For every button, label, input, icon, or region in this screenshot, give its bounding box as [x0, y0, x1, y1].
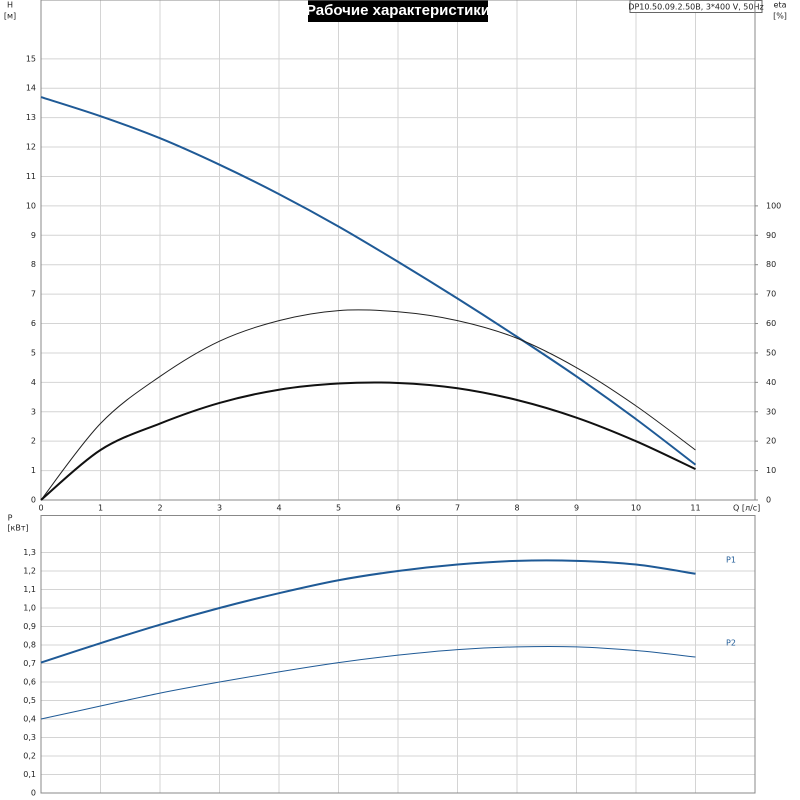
y-tick-label: 0,7	[23, 659, 36, 668]
y-axis-unit: [кВт]	[7, 524, 28, 533]
curve	[40, 645, 696, 720]
y-tick-label: 8	[31, 260, 36, 269]
x-tick-label: 0	[38, 504, 43, 513]
y-tick-label: 5	[31, 348, 36, 357]
y2-tick-label: 80	[766, 260, 776, 269]
y-tick-label: 15	[26, 54, 36, 63]
model-label: DP10.50.09.2.50B, 3*400 V, 50Hz	[628, 3, 763, 12]
x-tick-label: 2	[157, 504, 162, 513]
y-tick-label: 0	[31, 789, 36, 798]
y-tick-label: 0	[31, 496, 36, 505]
y-tick-label: 0,2	[23, 752, 36, 761]
x-tick-label: 4	[276, 504, 281, 513]
y2-tick-label: 60	[766, 319, 776, 328]
y-tick-label: 0,4	[23, 715, 36, 724]
y2-tick-label: 90	[766, 231, 776, 240]
y2-tick-label: 20	[766, 437, 776, 446]
y-tick-label: 12	[26, 143, 36, 152]
y2-tick-label: 100	[766, 201, 781, 210]
y-tick-label: 10	[26, 201, 36, 210]
y2-tick-label: 70	[766, 290, 776, 299]
y2-tick-label: 50	[766, 348, 776, 357]
y-tick-label: 0,1	[23, 770, 36, 779]
y-axis-label: H	[7, 1, 13, 10]
x-axis-label: Q [л/с]	[733, 504, 760, 513]
y-tick-label: 0,8	[23, 641, 36, 650]
y-tick-label: 7	[31, 290, 36, 299]
x-tick-label: 8	[514, 504, 519, 513]
y-tick-label: 0,3	[23, 733, 36, 742]
y-tick-label: 6	[31, 319, 36, 328]
chart-title: Рабочие характеристики	[306, 2, 490, 19]
x-tick-label: 11	[690, 504, 700, 513]
y2-tick-label: 0	[766, 496, 771, 505]
series-label: P1	[726, 555, 736, 564]
y-tick-label: 1,0	[23, 604, 36, 613]
y-tick-label: 2	[31, 437, 36, 446]
series-label: P2	[726, 639, 736, 648]
x-tick-label: 10	[631, 504, 641, 513]
y2-tick-label: 10	[766, 466, 776, 475]
y-tick-label: 0,9	[23, 622, 36, 631]
y-axis-label: P	[8, 514, 13, 523]
x-tick-label: 7	[455, 504, 460, 513]
x-tick-label: 3	[217, 504, 222, 513]
y-tick-label: 4	[31, 378, 36, 387]
y-tick-label: 3	[31, 407, 36, 416]
y-tick-label: 1	[31, 466, 36, 475]
curve	[40, 381, 696, 501]
curve	[40, 559, 696, 664]
y2-axis-unit: [%]	[773, 12, 787, 21]
y-axis-unit: [м]	[4, 12, 16, 21]
y-tick-label: 11	[26, 172, 36, 181]
x-tick-label: 5	[336, 504, 341, 513]
y-tick-label: 9	[31, 231, 36, 240]
y2-axis-label: eta	[774, 1, 787, 10]
y-tick-label: 14	[26, 84, 36, 93]
x-tick-label: 1	[98, 504, 103, 513]
x-tick-label: 6	[395, 504, 400, 513]
plot-frame	[40, 0, 756, 501]
y2-tick-label: 30	[766, 407, 776, 416]
plot-frame	[40, 515, 756, 794]
y-tick-label: 1,1	[23, 585, 36, 594]
y-tick-label: 13	[26, 113, 36, 122]
y2-tick-label: 40	[766, 378, 776, 387]
y-tick-label: 1,2	[23, 567, 36, 576]
x-tick-label: 9	[574, 504, 579, 513]
y-tick-label: 1,3	[23, 548, 36, 557]
curve	[40, 309, 696, 501]
curve	[40, 96, 697, 466]
y-tick-label: 0,6	[23, 678, 36, 687]
title-box	[308, 0, 488, 22]
y-tick-label: 0,5	[23, 696, 36, 705]
